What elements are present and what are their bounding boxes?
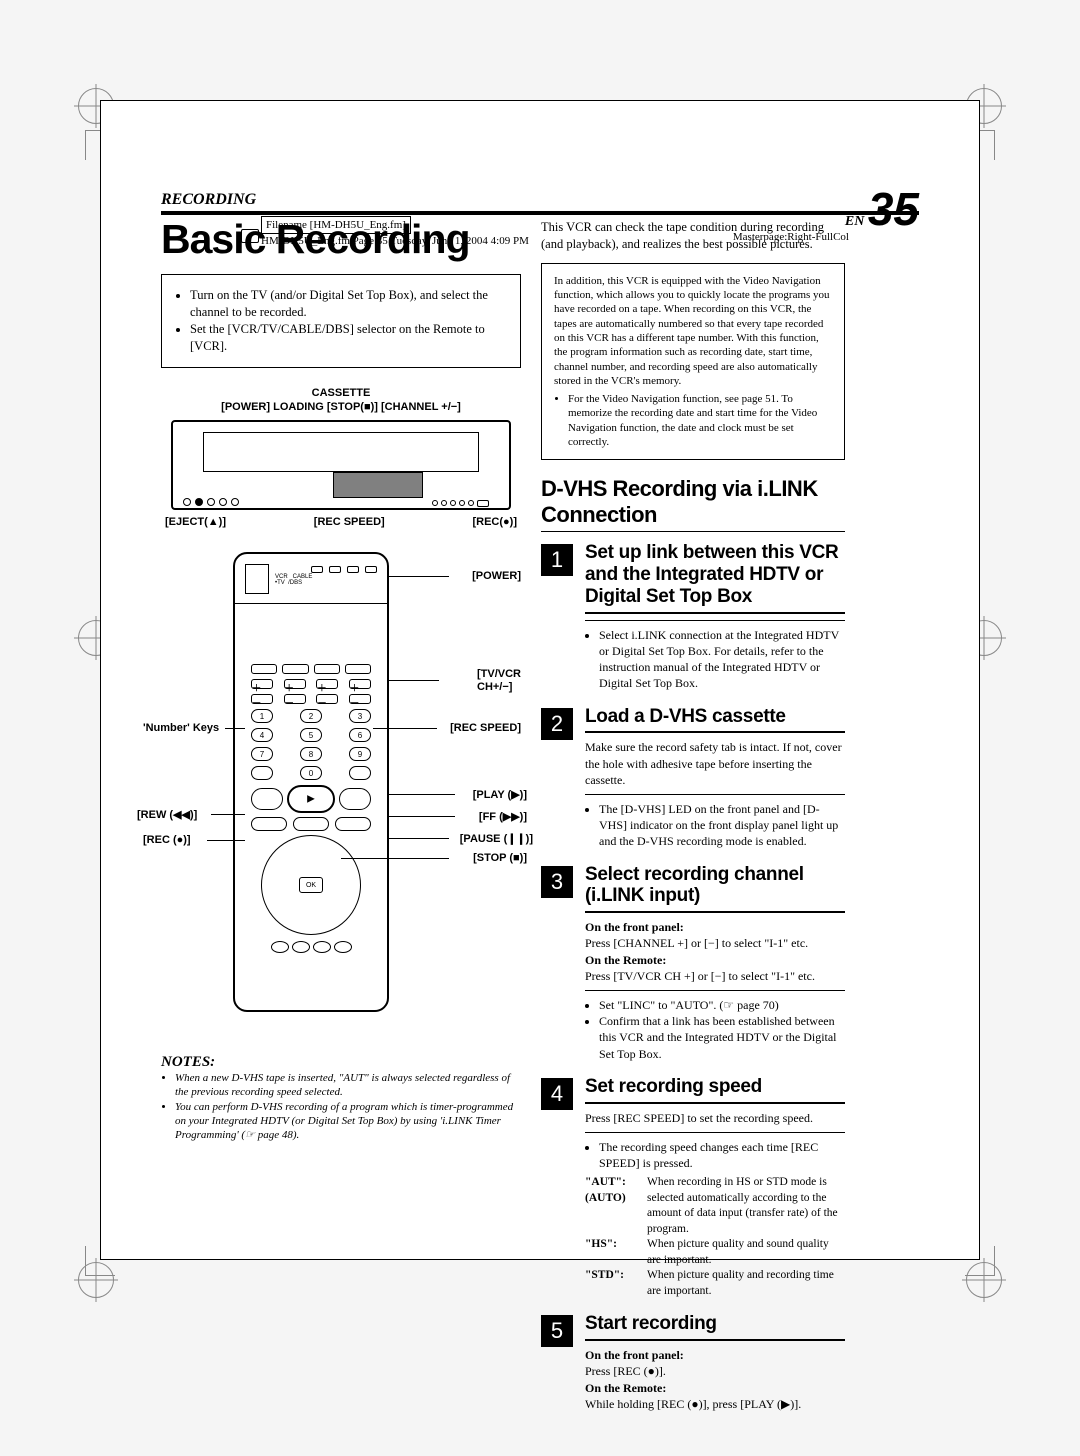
- main-title: Basic Recording: [161, 219, 521, 260]
- left-column: Basic Recording Turn on the TV (and/or D…: [161, 219, 521, 1426]
- step-title: Set recording speed: [585, 1076, 845, 1104]
- step-title: Set up link between this VCR and the Int…: [585, 542, 845, 614]
- nav-circle: OK: [261, 835, 361, 935]
- step-number: 2: [541, 708, 573, 740]
- notes-heading: NOTES:: [161, 1054, 521, 1071]
- ok-button: OK: [299, 877, 323, 893]
- step-title: Start recording: [585, 1313, 845, 1341]
- note-item: You can perform D-VHS recording of a pro…: [175, 1100, 521, 1143]
- page-number: EN 35: [845, 191, 919, 230]
- cassette-slot: [203, 432, 479, 472]
- info-text: In addition, this VCR is equipped with t…: [554, 275, 830, 387]
- selector-switch: [245, 564, 269, 594]
- rec-button: [251, 817, 287, 831]
- speed-key: "STD":: [585, 1268, 647, 1299]
- label-stop: [STOP (■)]: [473, 852, 527, 864]
- speed-value: When recording in HS or STD mode is sele…: [647, 1175, 845, 1237]
- step-number: 3: [541, 866, 573, 898]
- notes-section: NOTES: When a new D-VHS tape is inserted…: [161, 1054, 521, 1142]
- vcr-bottom-labels: [EJECT(▲)] [REC SPEED] [REC(●)]: [161, 516, 521, 528]
- step: 5 Start recording On the front panel:Press…: [541, 1313, 845, 1412]
- intro-bullet: Set the [VCR/TV/CABLE/DBS] selector on t…: [190, 321, 506, 355]
- vcr-display: [333, 472, 423, 498]
- section-name: RECORDING: [161, 191, 256, 208]
- label-ff: [FF (▶▶)]: [479, 810, 527, 823]
- info-bullet: For the Video Navigation function, see p…: [568, 392, 832, 449]
- vcr-right-buttons: [432, 500, 489, 507]
- stop-button: [293, 817, 329, 831]
- info-box: In addition, this VCR is equipped with t…: [541, 263, 845, 461]
- label-power: [POWER]: [472, 570, 521, 582]
- step: 2 Load a D-VHS cassette Make sure the reco…: [541, 706, 845, 850]
- power-button: [365, 566, 377, 573]
- section-header: RECORDING EN 35: [161, 191, 919, 215]
- step-number: 5: [541, 1315, 573, 1347]
- step-number: 4: [541, 1078, 573, 1110]
- remote-diagram-wrap: VCR CABLE •TV /DBS ++++ −−−− 123 456: [161, 552, 521, 1032]
- step-number: 1: [541, 544, 573, 576]
- vcr-top-labels: CASSETTE [POWER] LOADING [STOP(■)] [CHAN…: [161, 386, 521, 415]
- play-button: [287, 785, 335, 813]
- speed-key: "AUT": (AUTO): [585, 1175, 647, 1237]
- step-body: Make sure the record safety tab is intac…: [585, 739, 845, 849]
- vcr-front-buttons: [183, 498, 239, 506]
- remote-outline: VCR CABLE •TV /DBS ++++ −−−− 123 456: [233, 552, 389, 1012]
- right-intro: This VCR can check the tape condition du…: [541, 219, 845, 253]
- rew-button: [251, 788, 283, 810]
- step: 3 Select recording channel (i.LINK input)…: [541, 864, 845, 1062]
- label-play: [PLAY (▶)]: [473, 788, 527, 801]
- speed-value: When picture quality and sound quality a…: [647, 1237, 845, 1268]
- intro-box: Turn on the TV (and/or Digital Set Top B…: [161, 274, 521, 368]
- sub-title: D-VHS Recording via i.LINK Connection: [541, 476, 845, 532]
- page-frame: Filename [HM-DH5U_Eng.fm] HM-DH5U_Eng.fm…: [100, 100, 980, 1260]
- vcr-diagram: [171, 420, 511, 510]
- right-column: This VCR can check the tape condition du…: [541, 219, 845, 1426]
- step-body: On the front panel:Press [CHANNEL +] or …: [585, 919, 845, 1062]
- speed-table: "AUT": (AUTO)When recording in HS or STD…: [585, 1175, 845, 1299]
- speed-key: "HS":: [585, 1237, 647, 1268]
- step: 1 Set up link between this VCR and the In…: [541, 542, 845, 691]
- label-rew: [REW (◀◀)]: [137, 808, 197, 821]
- step-title: Select recording channel (i.LINK input): [585, 864, 845, 914]
- label-number-keys: 'Number' Keys: [143, 722, 219, 734]
- step: 4 Set recording speed Press [REC SPEED] to…: [541, 1076, 845, 1300]
- label-recspeed: [REC SPEED]: [450, 722, 521, 734]
- intro-bullet: Turn on the TV (and/or Digital Set Top B…: [190, 287, 506, 321]
- switch-label: VCR CABLE •TV /DBS: [275, 574, 312, 586]
- speed-value: When picture quality and recording time …: [647, 1268, 845, 1299]
- label-rec: [REC (●)]: [143, 834, 191, 846]
- step-title: Load a D-VHS cassette: [585, 706, 845, 734]
- label-tvvcr: [TV/VCR CH+/−]: [477, 668, 521, 694]
- step-body: Press [REC SPEED] to set the recording s…: [585, 1110, 845, 1300]
- remote-top-row: [311, 566, 377, 573]
- label-pause: [PAUSE (❙❙)]: [460, 832, 533, 845]
- ff-button: [339, 788, 371, 810]
- step-body: On the front panel:Press [REC (●)].On th…: [585, 1347, 845, 1412]
- pause-button: [335, 817, 371, 831]
- note-item: When a new D-VHS tape is inserted, "AUT"…: [175, 1071, 521, 1100]
- step-body: Select i.LINK connection at the Integrat…: [585, 620, 845, 692]
